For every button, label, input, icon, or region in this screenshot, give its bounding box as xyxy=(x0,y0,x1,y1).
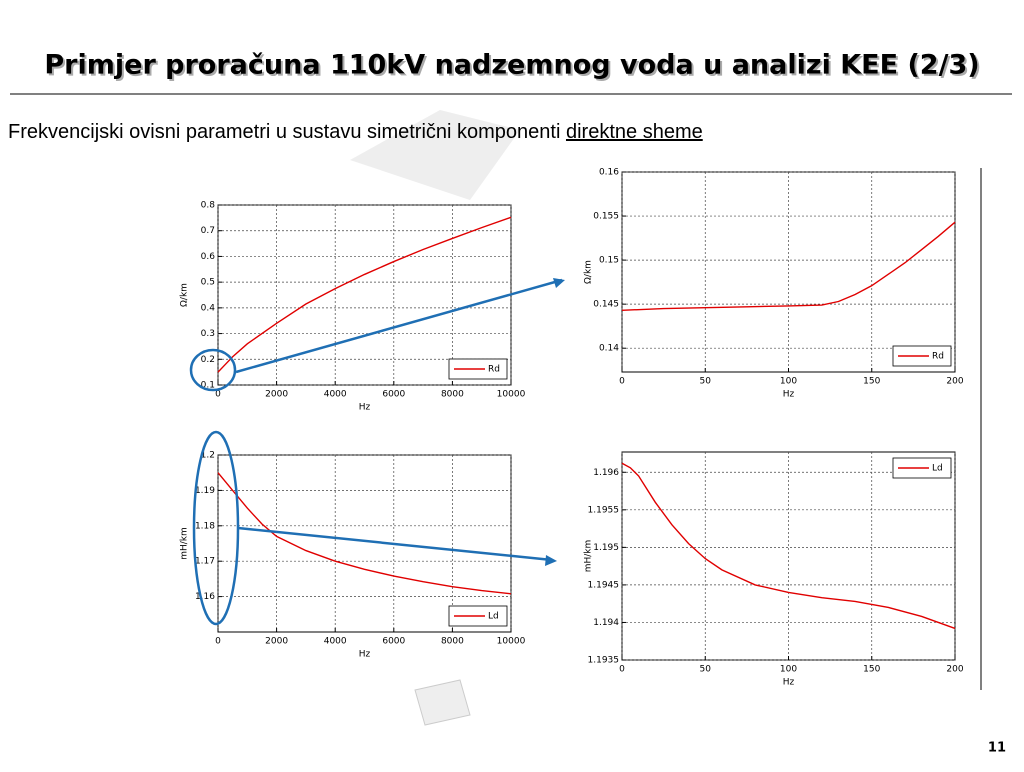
x-tick-label: 2000 xyxy=(265,390,288,400)
y-tick-label: 0.1 xyxy=(201,381,215,391)
y-tick-label: 0.14 xyxy=(599,344,619,354)
x-tick-label: 150 xyxy=(863,377,880,387)
y-tick-label: 1.1945 xyxy=(588,580,620,590)
title-shadow: Primjer proračuna 110kV nadzemnog voda u… xyxy=(46,52,981,83)
y-tick-label: 1.196 xyxy=(593,468,619,478)
data-line xyxy=(217,472,512,595)
arrow xyxy=(235,278,563,374)
charts: 0.10.20.30.40.50.60.70.80 2000 4000 6000 800… xyxy=(180,168,964,688)
x-tick-label: 50 xyxy=(700,665,712,675)
y-tick-label: 0.155 xyxy=(593,212,619,222)
x-tick-label: 0 xyxy=(619,665,625,675)
y-axis-label: Ω/km xyxy=(584,260,594,284)
data-line xyxy=(217,216,512,373)
data-line xyxy=(621,462,956,630)
x-tick-label: 150 xyxy=(863,665,880,675)
x-tick-label: 0 xyxy=(215,637,221,647)
y-tick-label: 0.8 xyxy=(201,201,216,211)
y-tick-label: 0.145 xyxy=(593,300,619,310)
x-tick-label: 100 xyxy=(780,665,797,675)
y-tick-label: 1.1955 xyxy=(588,505,620,515)
x-tick-label: 0 xyxy=(619,377,625,387)
y-axis-label: mH/km xyxy=(180,527,190,560)
y-tick-label: 1.16 xyxy=(195,592,215,602)
y-tick-label: 0.4 xyxy=(201,303,216,313)
y-axis-label: Ω/km xyxy=(180,283,190,307)
y-tick-label: 0.7 xyxy=(201,226,215,236)
y-tick-label: 1.2 xyxy=(201,451,215,461)
y-tick-label: 1.1935 xyxy=(588,656,620,666)
watermark xyxy=(350,110,520,200)
y-tick-label: 0.2 xyxy=(201,355,215,365)
x-tick-label: 2000 xyxy=(265,637,288,647)
y-tick-label: 0.3 xyxy=(201,329,215,339)
x-axis-label: Hz xyxy=(359,650,371,660)
y-tick-label: 0.5 xyxy=(201,278,215,288)
page-number: 11 xyxy=(988,741,1006,756)
legend-label: Ld xyxy=(932,464,943,474)
x-tick-label: 4000 xyxy=(324,390,347,400)
plot-area xyxy=(217,454,512,633)
x-tick-label: 200 xyxy=(946,665,963,675)
y-tick-label: 1.194 xyxy=(593,618,619,628)
x-tick-label: 10000 xyxy=(497,637,526,647)
legend-label: Ld xyxy=(488,612,499,622)
x-tick-label: 6000 xyxy=(382,637,405,647)
data-line xyxy=(621,221,956,312)
y-tick-label: 1.19 xyxy=(195,486,215,496)
x-tick-label: 50 xyxy=(700,377,712,387)
x-tick-label: 0 xyxy=(215,390,221,400)
subtitle: Frekvencijski ovisni parametri u sustavu… xyxy=(8,121,703,143)
arrow-head xyxy=(545,555,557,566)
x-tick-label: 100 xyxy=(780,377,797,387)
y-tick-label: 1.195 xyxy=(593,543,619,553)
y-tick-label: 0.6 xyxy=(201,252,216,262)
y-tick-label: 0.16 xyxy=(599,168,619,178)
watermark xyxy=(414,679,471,726)
highlight xyxy=(189,348,237,392)
x-tick-label: 8000 xyxy=(441,390,464,400)
legend-label: Rd xyxy=(932,352,944,362)
subtitle-text: Frekvencijski ovisni parametri u sustavu… xyxy=(8,121,566,143)
arrow xyxy=(237,526,553,562)
plot-area xyxy=(217,204,512,386)
y-tick-label: 0.15 xyxy=(599,256,619,266)
x-axis-label: Hz xyxy=(359,403,371,413)
subtitle-link: direktne sheme xyxy=(566,121,703,143)
x-tick-label: 8000 xyxy=(441,637,464,647)
x-tick-label: 6000 xyxy=(382,390,405,400)
y-tick-label: 1.17 xyxy=(195,557,215,567)
x-axis-label: Hz xyxy=(783,678,795,688)
y-axis-label: mH/km xyxy=(584,540,594,573)
x-tick-label: 200 xyxy=(946,377,963,387)
slide-title: Primjer proračuna 110kV nadzemnog voda u… xyxy=(44,50,979,81)
arrow-head xyxy=(553,278,565,288)
x-axis-label: Hz xyxy=(783,390,795,400)
y-tick-label: 1.18 xyxy=(195,521,215,531)
x-tick-label: 4000 xyxy=(324,637,347,647)
legend-label: Rd xyxy=(488,365,500,375)
x-tick-label: 10000 xyxy=(497,390,526,400)
